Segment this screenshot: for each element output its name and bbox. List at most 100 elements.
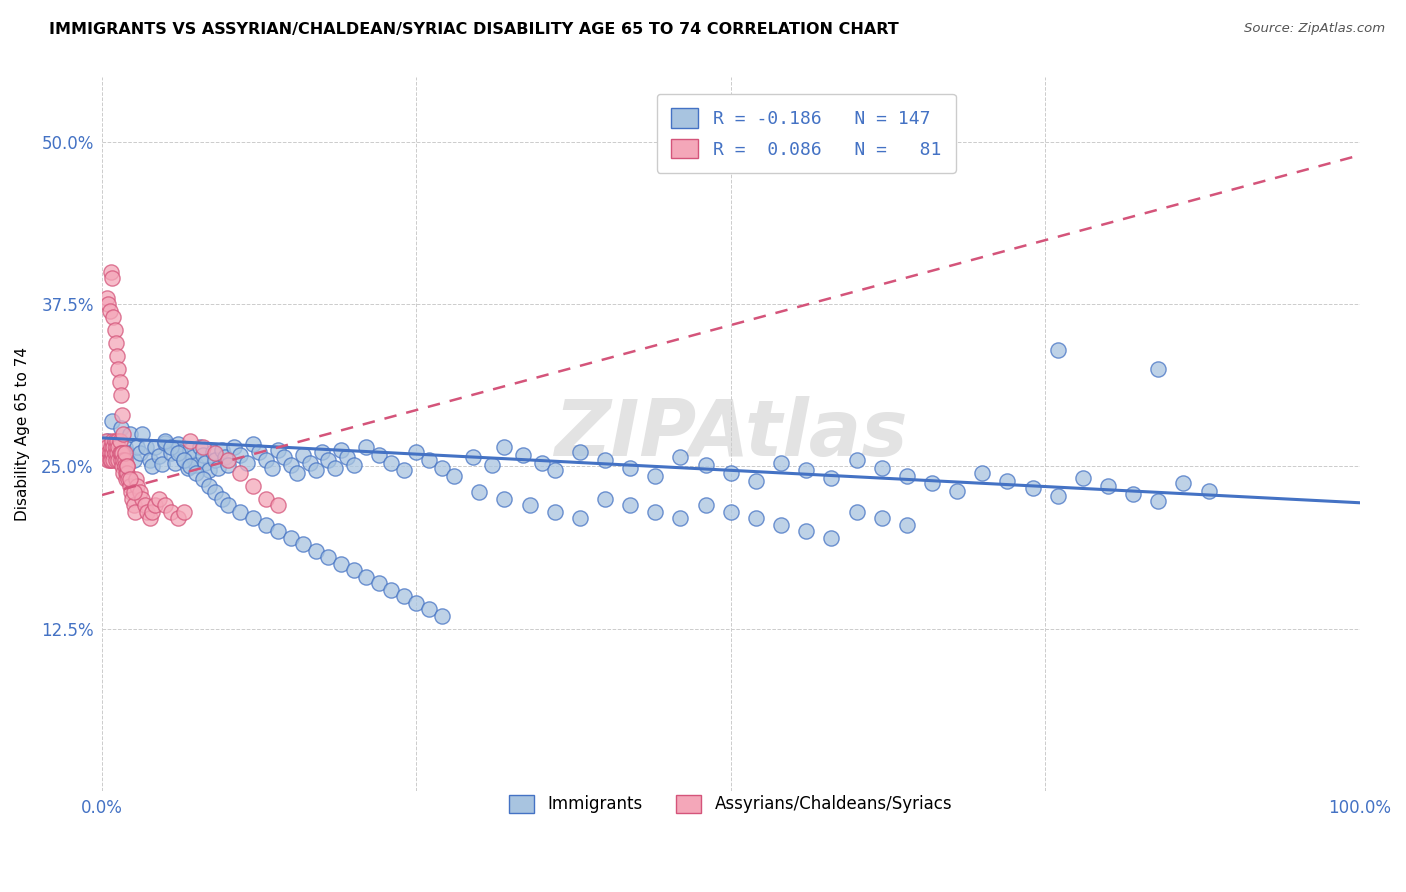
Point — [330, 557, 353, 571]
Point — [194, 456, 217, 470]
Point — [211, 491, 233, 506]
Point — [318, 550, 340, 565]
Point — [97, 434, 120, 448]
Point — [229, 448, 252, 462]
Point — [186, 458, 208, 472]
Point — [101, 446, 124, 460]
Point — [169, 445, 191, 459]
Point — [242, 437, 264, 451]
Text: ZIPAtlas: ZIPAtlas — [554, 396, 907, 472]
Point — [896, 468, 918, 483]
Point — [201, 445, 224, 459]
Point — [770, 517, 793, 532]
Point — [845, 505, 868, 519]
Point — [153, 499, 176, 513]
Point — [166, 437, 188, 451]
Point — [176, 460, 198, 475]
Point — [103, 310, 125, 325]
Point — [593, 453, 616, 467]
Point — [1046, 343, 1069, 357]
Point — [101, 414, 124, 428]
Point — [115, 466, 138, 480]
Point — [111, 459, 134, 474]
Point — [235, 456, 257, 470]
Point — [117, 472, 139, 486]
Point — [669, 511, 692, 525]
Point — [229, 466, 252, 480]
Text: Source: ZipAtlas.com: Source: ZipAtlas.com — [1244, 22, 1385, 36]
Point — [107, 453, 129, 467]
Point — [946, 484, 969, 499]
Point — [1122, 486, 1144, 500]
Point — [179, 442, 201, 457]
Point — [273, 450, 295, 465]
Point — [115, 472, 138, 486]
Point — [1173, 476, 1195, 491]
Point — [104, 323, 127, 337]
Point — [166, 511, 188, 525]
Point — [108, 446, 131, 460]
Point — [392, 463, 415, 477]
Point — [127, 440, 149, 454]
Point — [108, 375, 131, 389]
Point — [96, 440, 118, 454]
Point — [141, 459, 163, 474]
Point — [481, 458, 503, 472]
Point — [354, 569, 377, 583]
Point — [152, 457, 174, 471]
Point — [128, 446, 150, 460]
Point — [544, 505, 567, 519]
Point — [619, 499, 641, 513]
Point — [896, 517, 918, 532]
Point — [292, 448, 315, 462]
Point — [97, 453, 120, 467]
Point — [519, 499, 541, 513]
Point — [153, 436, 176, 450]
Point — [342, 458, 364, 472]
Point — [443, 468, 465, 483]
Point — [112, 453, 135, 467]
Point — [110, 388, 132, 402]
Point — [305, 543, 328, 558]
Point — [468, 485, 491, 500]
Point — [160, 446, 183, 460]
Point — [118, 479, 141, 493]
Point — [921, 476, 943, 491]
Point — [128, 485, 150, 500]
Point — [112, 466, 135, 480]
Point — [354, 440, 377, 454]
Point — [311, 445, 333, 459]
Point — [173, 453, 195, 467]
Point — [188, 440, 211, 454]
Point — [1071, 471, 1094, 485]
Point — [267, 499, 290, 513]
Point — [280, 458, 302, 472]
Point — [115, 446, 138, 460]
Point — [380, 582, 402, 597]
Point — [430, 608, 453, 623]
Point — [110, 420, 132, 434]
Point — [160, 505, 183, 519]
Point — [104, 440, 127, 454]
Point — [1147, 362, 1170, 376]
Point — [111, 408, 134, 422]
Point — [512, 448, 534, 462]
Point — [336, 450, 359, 465]
Point — [105, 446, 128, 460]
Point — [141, 505, 163, 519]
Point — [254, 453, 277, 467]
Point — [105, 446, 128, 460]
Point — [405, 596, 427, 610]
Point — [114, 453, 136, 467]
Point — [118, 427, 141, 442]
Point — [217, 453, 239, 467]
Point — [392, 589, 415, 603]
Point — [367, 576, 389, 591]
Point — [644, 468, 666, 483]
Point — [794, 463, 817, 477]
Point — [207, 460, 229, 475]
Point — [267, 524, 290, 539]
Point — [114, 440, 136, 454]
Point — [136, 505, 159, 519]
Point — [111, 446, 134, 460]
